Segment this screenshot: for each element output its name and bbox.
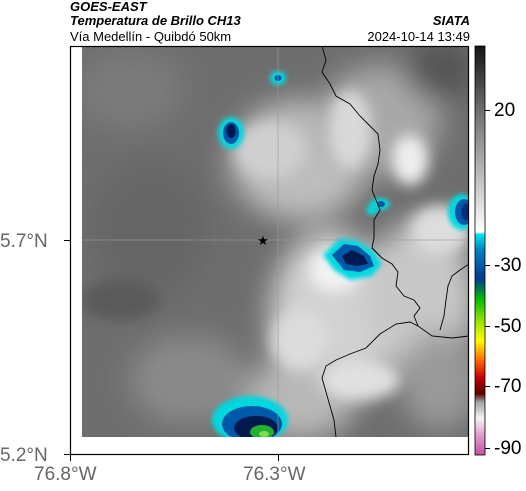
cold-cloud-small <box>366 198 390 215</box>
cold-cloud-center <box>323 238 382 280</box>
colorbar-label-minus30: -30 <box>494 255 522 276</box>
cold-cloud-northwest <box>218 117 244 149</box>
lon-tick <box>70 455 71 461</box>
colorbar-tick <box>485 326 490 327</box>
satellite-name: GOES-EAST <box>70 0 147 14</box>
provider-label: SIATA <box>432 13 470 28</box>
brightness-temperature-field: ★ <box>82 46 469 437</box>
lat-label-5.7: 5.7°N <box>0 231 48 252</box>
colorbar-tick <box>485 265 490 266</box>
colorbar-tick <box>485 448 490 449</box>
colorbar-label-minus50: -50 <box>494 316 522 337</box>
map-frame <box>69 45 470 456</box>
lon-label-76.3: 76.3°W <box>243 464 306 485</box>
colorbar-label-minus70: -70 <box>494 376 522 397</box>
colorbar-label-20: 20 <box>494 100 516 121</box>
colorbar <box>474 45 486 456</box>
product-title: Temperatura de Brillo CH13 <box>70 13 241 28</box>
administrative-boundaries <box>321 46 469 437</box>
lat-tick <box>64 240 70 241</box>
region-subtitle: Vía Medellín - Quibdó 50km <box>70 29 232 44</box>
colorbar-tick <box>485 110 490 111</box>
star-icon: ★ <box>257 234 269 249</box>
lat-tick <box>64 454 70 455</box>
cold-cloud-south <box>212 396 288 437</box>
lon-label-76.8: 76.8°W <box>34 464 97 485</box>
lat-label-5.2: 5.2°N <box>0 445 48 466</box>
cold-cloud-east <box>448 194 469 230</box>
colorbar-tick <box>485 386 490 387</box>
timestamp: 2024-10-14 13:49 <box>367 29 470 44</box>
lon-tick <box>278 455 279 461</box>
colorbar-label-minus90: -90 <box>494 438 522 459</box>
